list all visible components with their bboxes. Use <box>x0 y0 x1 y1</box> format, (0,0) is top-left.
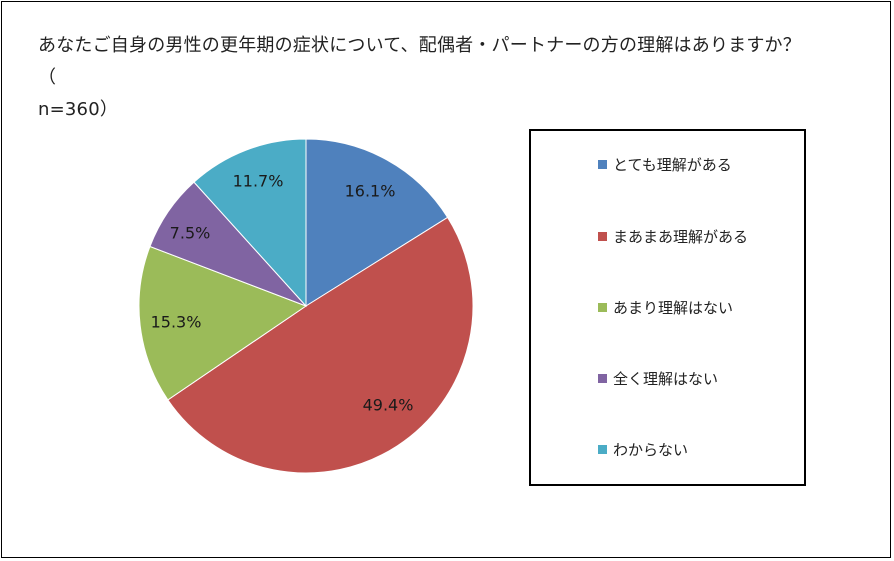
legend-swatch-2 <box>598 302 607 312</box>
pie-slice-1 <box>167 216 474 474</box>
pie-data-label-2: 15.3% <box>151 313 202 332</box>
pie-data-label-4: 11.7% <box>233 172 284 191</box>
pie-data-label-3: 7.5% <box>170 224 211 243</box>
legend-swatch-1 <box>598 231 607 241</box>
legend-label-4: わからない <box>613 440 689 459</box>
legend-item-2: あまり理解はない <box>598 297 733 317</box>
pie-slice-2 <box>138 245 308 401</box>
legend-item-0: とても理解がある <box>598 154 732 174</box>
pie-data-label-0: 16.1% <box>345 182 396 201</box>
pie-slice-4 <box>193 138 307 308</box>
chart-title: あなたご自身の男性の更年期の症状について、配偶者・パートナーの方の理解はあります… <box>38 30 818 126</box>
legend-label-3: 全く理解はない <box>613 369 719 388</box>
legend-label-0: とても理解がある <box>613 155 732 174</box>
legend-item-1: まあまあ理解がある <box>598 226 748 246</box>
legend-item-4: わからない <box>598 439 688 459</box>
chart-title-sample-size: n=360） <box>38 99 119 120</box>
legend-label-1: まあまあ理解がある <box>613 227 749 246</box>
legend-swatch-3 <box>598 373 607 383</box>
legend-label-2: あまり理解はない <box>613 298 734 317</box>
chart-title-main: あなたご自身の男性の更年期の症状について、配偶者・パートナーの方の理解はあります… <box>38 35 801 88</box>
pie-slice-0 <box>305 138 449 307</box>
legend-item-3: 全く理解はない <box>598 368 718 388</box>
legend: とても理解がある まあまあ理解がある あまり理解はない 全く理解はない わからな… <box>529 129 806 486</box>
legend-swatch-0 <box>598 159 607 169</box>
legend-swatch-4 <box>598 444 607 454</box>
pie-data-label-1: 49.4% <box>363 396 414 415</box>
